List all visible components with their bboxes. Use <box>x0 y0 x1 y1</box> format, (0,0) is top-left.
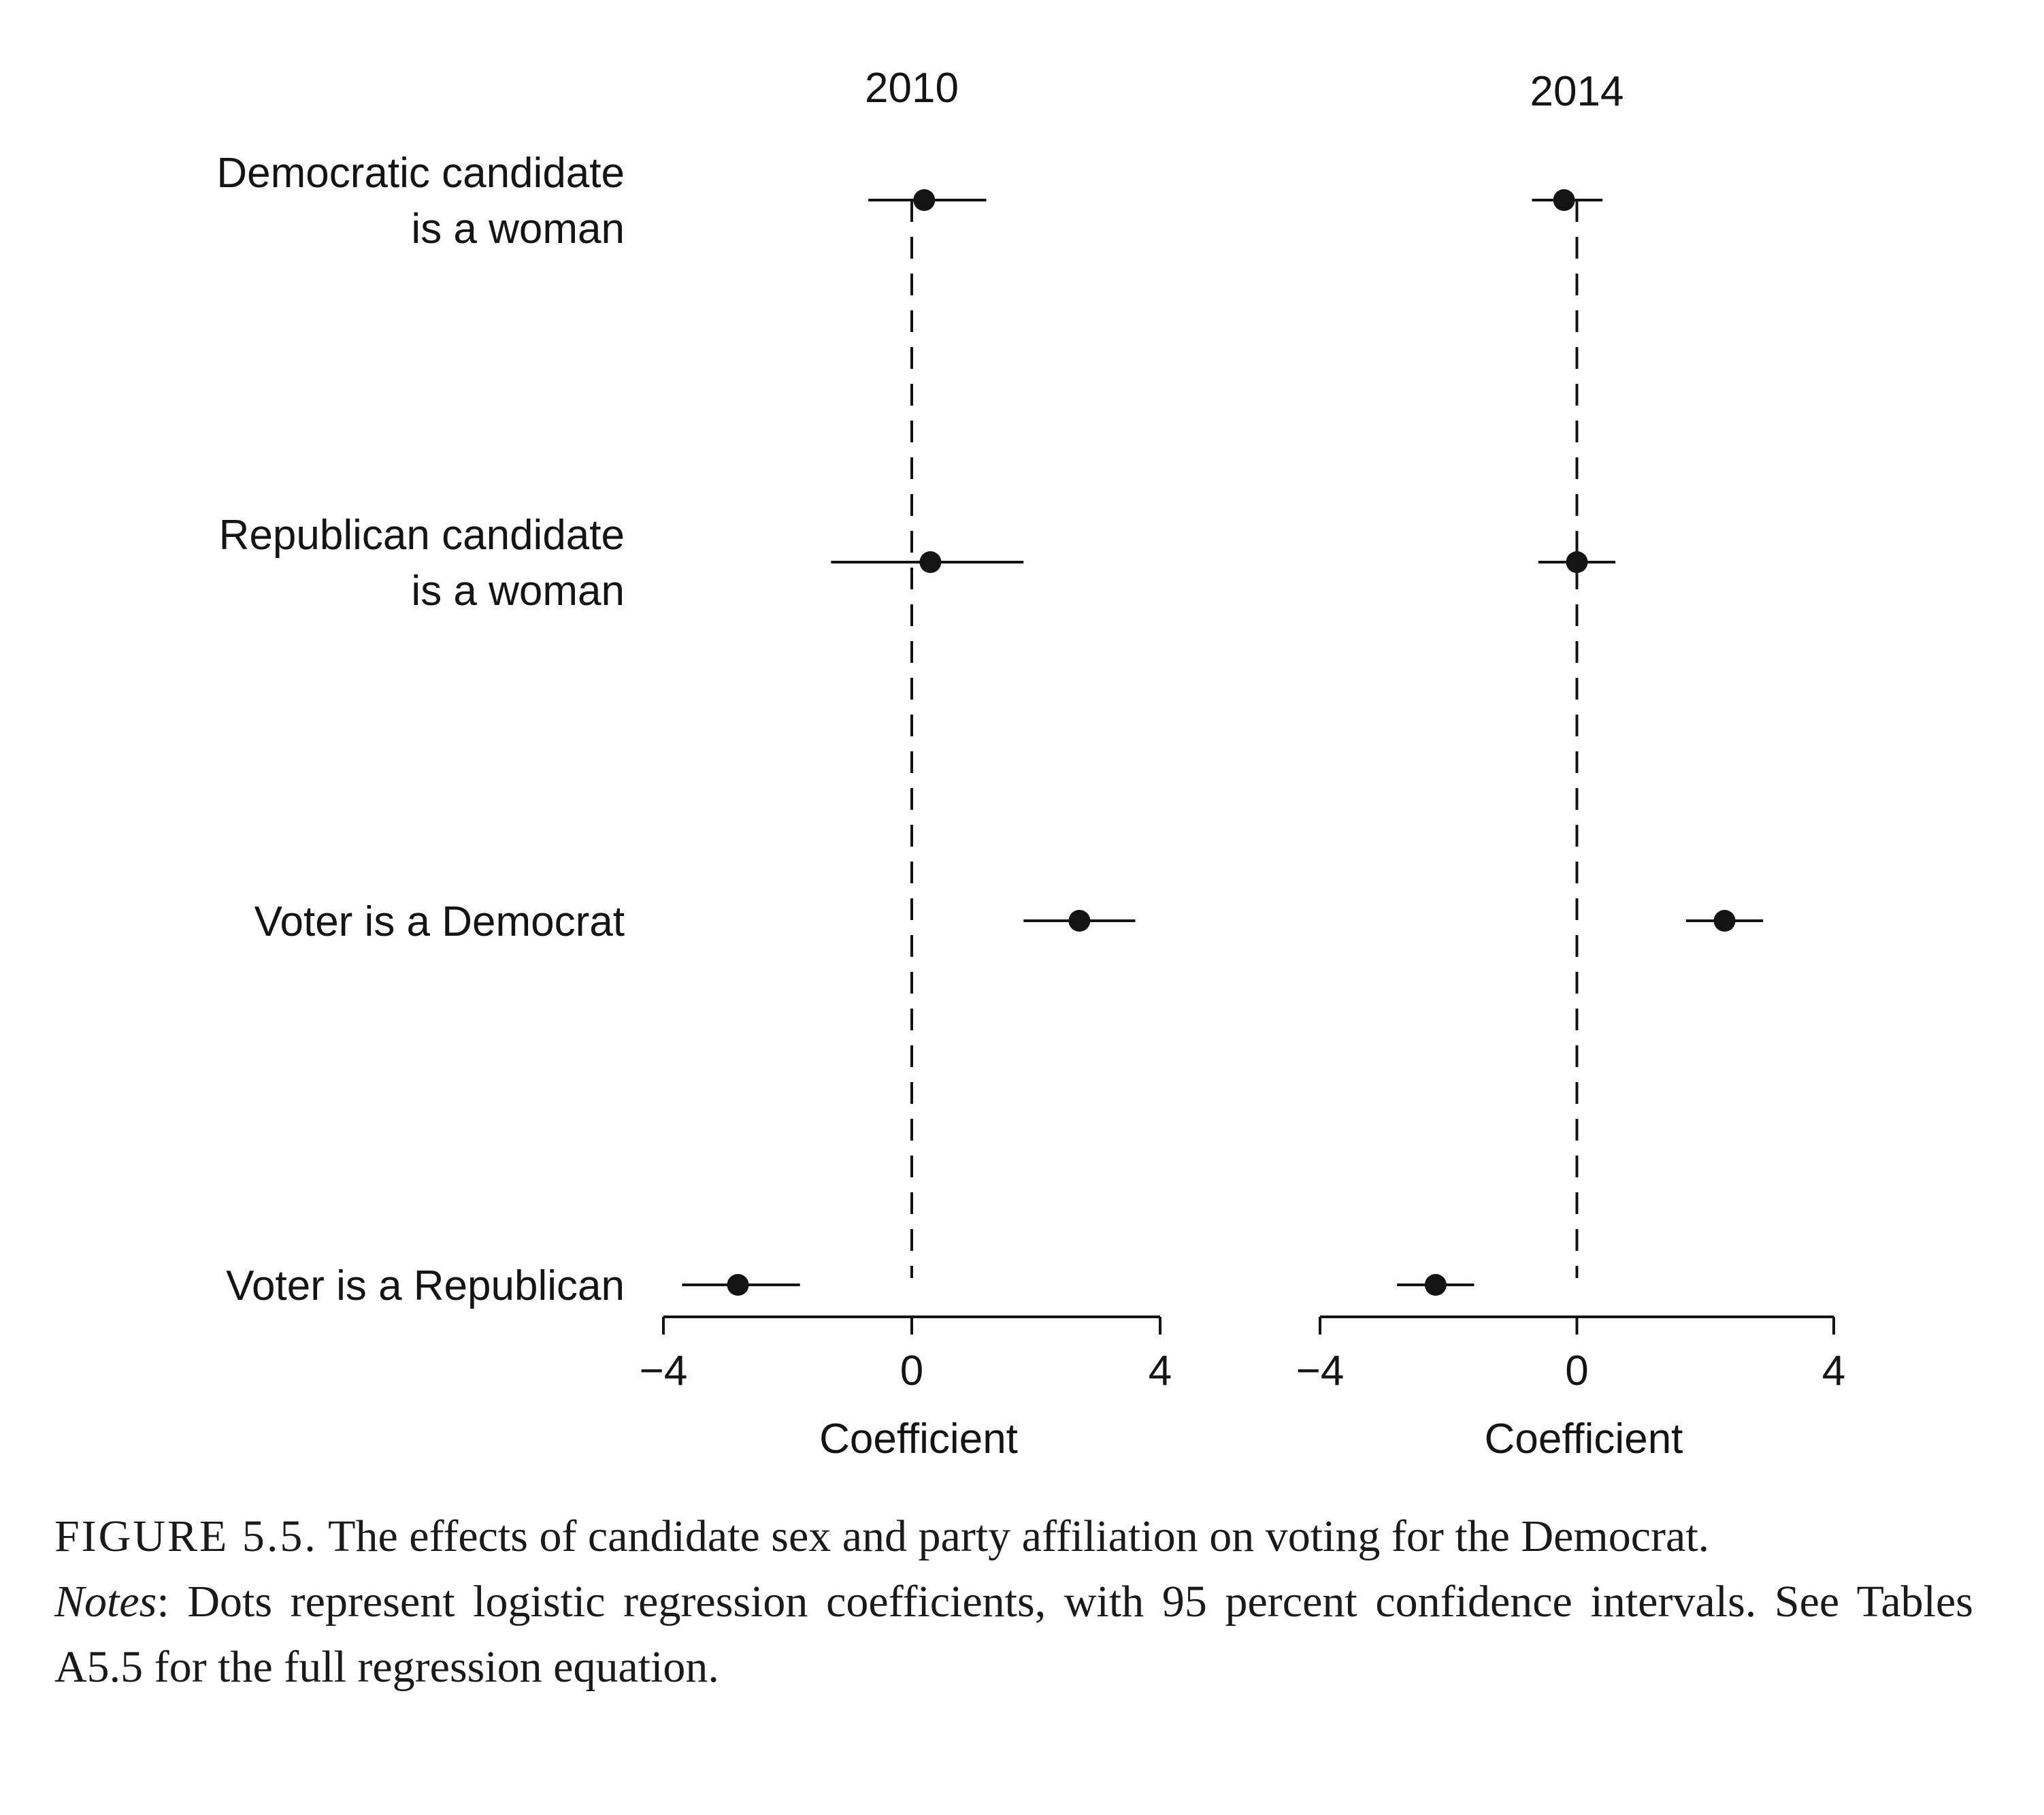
coefficient-point <box>1068 910 1091 932</box>
row-labels: Democratic candidate is a woman Republican… <box>216 150 625 1309</box>
row-label: Voter is a Democrat <box>254 898 625 945</box>
panel-title: 2014 <box>1530 68 1624 115</box>
x-tick-label: −4 <box>1296 1347 1345 1394</box>
figure-label: FIGURE 5.5. <box>54 1511 318 1561</box>
x-axis-label: Coefficient <box>819 1416 1018 1462</box>
caption-notes: Notes: Dots represent logistic regressio… <box>54 1569 1973 1700</box>
coefficient-point <box>913 189 936 211</box>
caption-title: FIGURE 5.5. The effects of candidate sex… <box>54 1504 1973 1569</box>
notes-text: : Dots represent logistic regression coe… <box>54 1577 1973 1692</box>
x-tick-label: 0 <box>1565 1347 1588 1394</box>
coefficient-point <box>1566 551 1588 573</box>
caption-title-text: The effects of candidate sex and party a… <box>317 1511 1710 1561</box>
panel-title: 2010 <box>865 65 959 112</box>
x-tick-label: 4 <box>1149 1347 1172 1394</box>
x-tick-label: 4 <box>1822 1347 1845 1394</box>
coefficient-point <box>1713 910 1736 932</box>
row-label: is a woman <box>411 568 625 615</box>
panel-2014: 2014 −4 0 4 Coefficient <box>1296 68 1846 1462</box>
coefficient-point <box>727 1274 749 1296</box>
coefficient-point <box>1424 1274 1447 1296</box>
x-axis-label: Coefficient <box>1485 1416 1683 1462</box>
row-label: Republican candidate <box>219 512 625 559</box>
row-label: Voter is a Republican <box>226 1262 625 1309</box>
coefficient-point <box>919 551 942 573</box>
panel-2010: 2010 −4 0 4 Coefficient <box>640 65 1172 1462</box>
coefficient-point <box>1553 189 1575 211</box>
figure-caption: FIGURE 5.5. The effects of candidate sex… <box>54 1504 1973 1700</box>
x-tick-label: −4 <box>640 1347 688 1394</box>
row-label: is a woman <box>411 206 625 252</box>
x-tick-label: 0 <box>900 1347 923 1394</box>
notes-label: Notes <box>54 1577 157 1626</box>
row-label: Democratic candidate <box>216 150 625 197</box>
